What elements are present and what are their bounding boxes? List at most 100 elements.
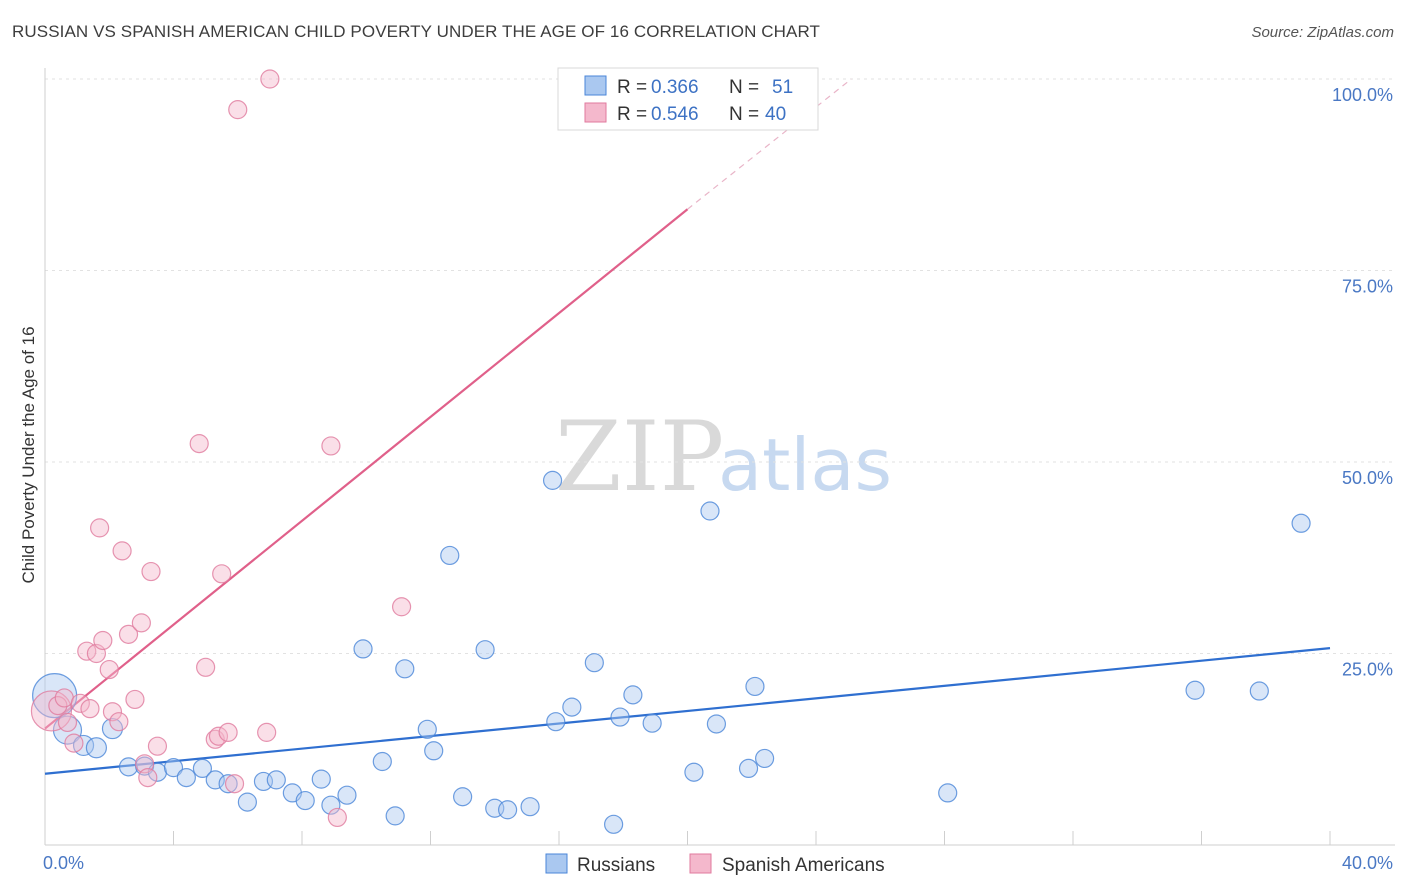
x-tick-label-left: 0.0%	[43, 853, 84, 873]
spanish-americans-point-15	[118, 624, 139, 644]
spanish-americans-point-25	[208, 726, 229, 746]
russians-point-46	[754, 748, 775, 769]
russians-point-29	[475, 640, 495, 660]
spanish-americans-point-32	[321, 436, 341, 456]
series-russians	[32, 470, 1311, 834]
bottom-legend-swatch-russians	[545, 853, 568, 874]
spanish-americans-point-9	[90, 518, 110, 538]
russians-point-23	[385, 806, 405, 826]
legend-n-label-2: N =	[729, 104, 759, 125]
russians-point-9	[176, 767, 196, 788]
russians-point-43	[706, 714, 727, 734]
spanish-americans-point-27	[218, 722, 238, 742]
russians-point-36	[584, 653, 604, 673]
legend: R = 0.366 N = 51 R = 0.546 N = 40	[557, 67, 819, 131]
trend-line-spanish-extension	[687, 78, 852, 210]
russians-point-19	[321, 795, 341, 815]
legend-swatch-spanish	[584, 102, 607, 123]
spanish-americans-point-34	[391, 597, 412, 617]
spanish-americans-point-30	[257, 722, 277, 742]
legend-n-label-1: N =	[729, 77, 759, 98]
spanish-americans-point-5	[70, 693, 90, 713]
russians-point-27	[440, 545, 460, 566]
x-tick-label-right: 40.0%	[1342, 853, 1393, 873]
spanish-americans-point-31	[260, 69, 280, 89]
legend-n-value-russians: 51	[772, 77, 793, 98]
trend-line-russians	[44, 647, 1331, 775]
spanish-americans-point-19	[138, 767, 158, 788]
spanish-americans-point-11	[99, 659, 119, 680]
bottom-legend-swatch-spanish	[689, 853, 712, 874]
watermark: ZIP atlas	[555, 401, 892, 513]
trend-lines	[44, 78, 1331, 775]
russians-point-24	[395, 659, 415, 679]
russians-point-38	[610, 707, 630, 727]
russians-point-11	[205, 770, 225, 790]
spanish-americans-point-4	[64, 733, 84, 753]
russians-point-28	[453, 787, 473, 807]
spanish-americans-point-17	[131, 613, 151, 633]
legend-n-value-spanish: 40	[765, 104, 786, 125]
spanish-americans-point-2	[54, 688, 74, 708]
series-spanish-americans	[30, 69, 412, 828]
y-tick-label-1: 50.0%	[1342, 468, 1393, 488]
y-axis-label: Child Poverty Under the Age of 16	[19, 326, 38, 583]
spanish-americans-point-14	[112, 541, 132, 561]
y-tick-label-3: 100.0%	[1332, 85, 1393, 105]
russians-point-35	[562, 697, 582, 717]
trend-line-spanish-americans	[44, 208, 689, 730]
spanish-americans-point-12	[102, 702, 123, 722]
russians-point-20	[337, 785, 357, 805]
legend-r-value-russians: 0.366	[651, 77, 699, 98]
legend-r-label-1: R =	[617, 77, 647, 98]
y-tick-label-0: 25.0%	[1342, 660, 1393, 680]
spanish-americans-point-13	[109, 712, 129, 732]
spanish-americans-point-28	[224, 774, 245, 794]
watermark-atlas: atlas	[718, 423, 892, 507]
russians-point-39	[623, 685, 643, 705]
spanish-americans-point-10	[93, 630, 113, 651]
spanish-americans-point-20	[141, 561, 161, 582]
russians-point-40	[642, 713, 662, 733]
russians-point-50	[1291, 513, 1311, 533]
legend-r-label-2: R =	[617, 104, 647, 125]
source-credit: Source: ZipAtlas.com	[1251, 24, 1394, 41]
russians-point-31	[498, 800, 518, 820]
spanish-americans-point-16	[125, 689, 145, 710]
russians-point-5	[118, 757, 139, 777]
russians-point-47	[938, 783, 958, 803]
russians-point-34	[546, 712, 566, 732]
russians-point-8	[163, 758, 184, 778]
spanish-americans-point-29	[228, 100, 248, 120]
spanish-americans-point-33	[327, 807, 347, 828]
spanish-americans-point-3	[57, 712, 78, 733]
spanish-americans-point-1	[48, 695, 68, 716]
russians-point-44	[738, 758, 759, 779]
y-tick-label-2: 75.0%	[1342, 277, 1393, 297]
russians-point-10	[192, 758, 213, 779]
spanish-americans-point-0	[30, 690, 73, 732]
watermark-zip: ZIP	[555, 401, 724, 513]
spanish-americans-point-22	[189, 434, 209, 454]
spanish-americans-point-23	[196, 657, 216, 677]
tick-labels: 25.0% 50.0% 75.0% 100.0% 0.0% 40.0%	[43, 85, 1393, 873]
russians-point-26	[424, 741, 444, 761]
bottom-legend: Russians Spanish Americans	[545, 853, 885, 876]
bottom-legend-spanish-americans: Spanish Americans	[722, 855, 885, 876]
russians-point-22	[372, 751, 392, 772]
bottom-legend-russians: Russians	[577, 855, 655, 876]
legend-r-value-spanish: 0.546	[651, 104, 699, 125]
spanish-americans-point-7	[80, 699, 100, 719]
russians-point-18	[311, 769, 331, 789]
russians-point-37	[604, 814, 624, 834]
russians-point-32	[520, 797, 540, 817]
russians-point-48	[1185, 680, 1205, 700]
russians-point-41	[684, 762, 704, 782]
legend-swatch-russians	[584, 75, 607, 96]
russians-point-15	[266, 770, 286, 790]
russians-point-45	[745, 676, 765, 697]
russians-point-21	[353, 639, 373, 659]
spanish-americans-point-26	[212, 564, 232, 584]
russians-point-25	[417, 719, 437, 739]
